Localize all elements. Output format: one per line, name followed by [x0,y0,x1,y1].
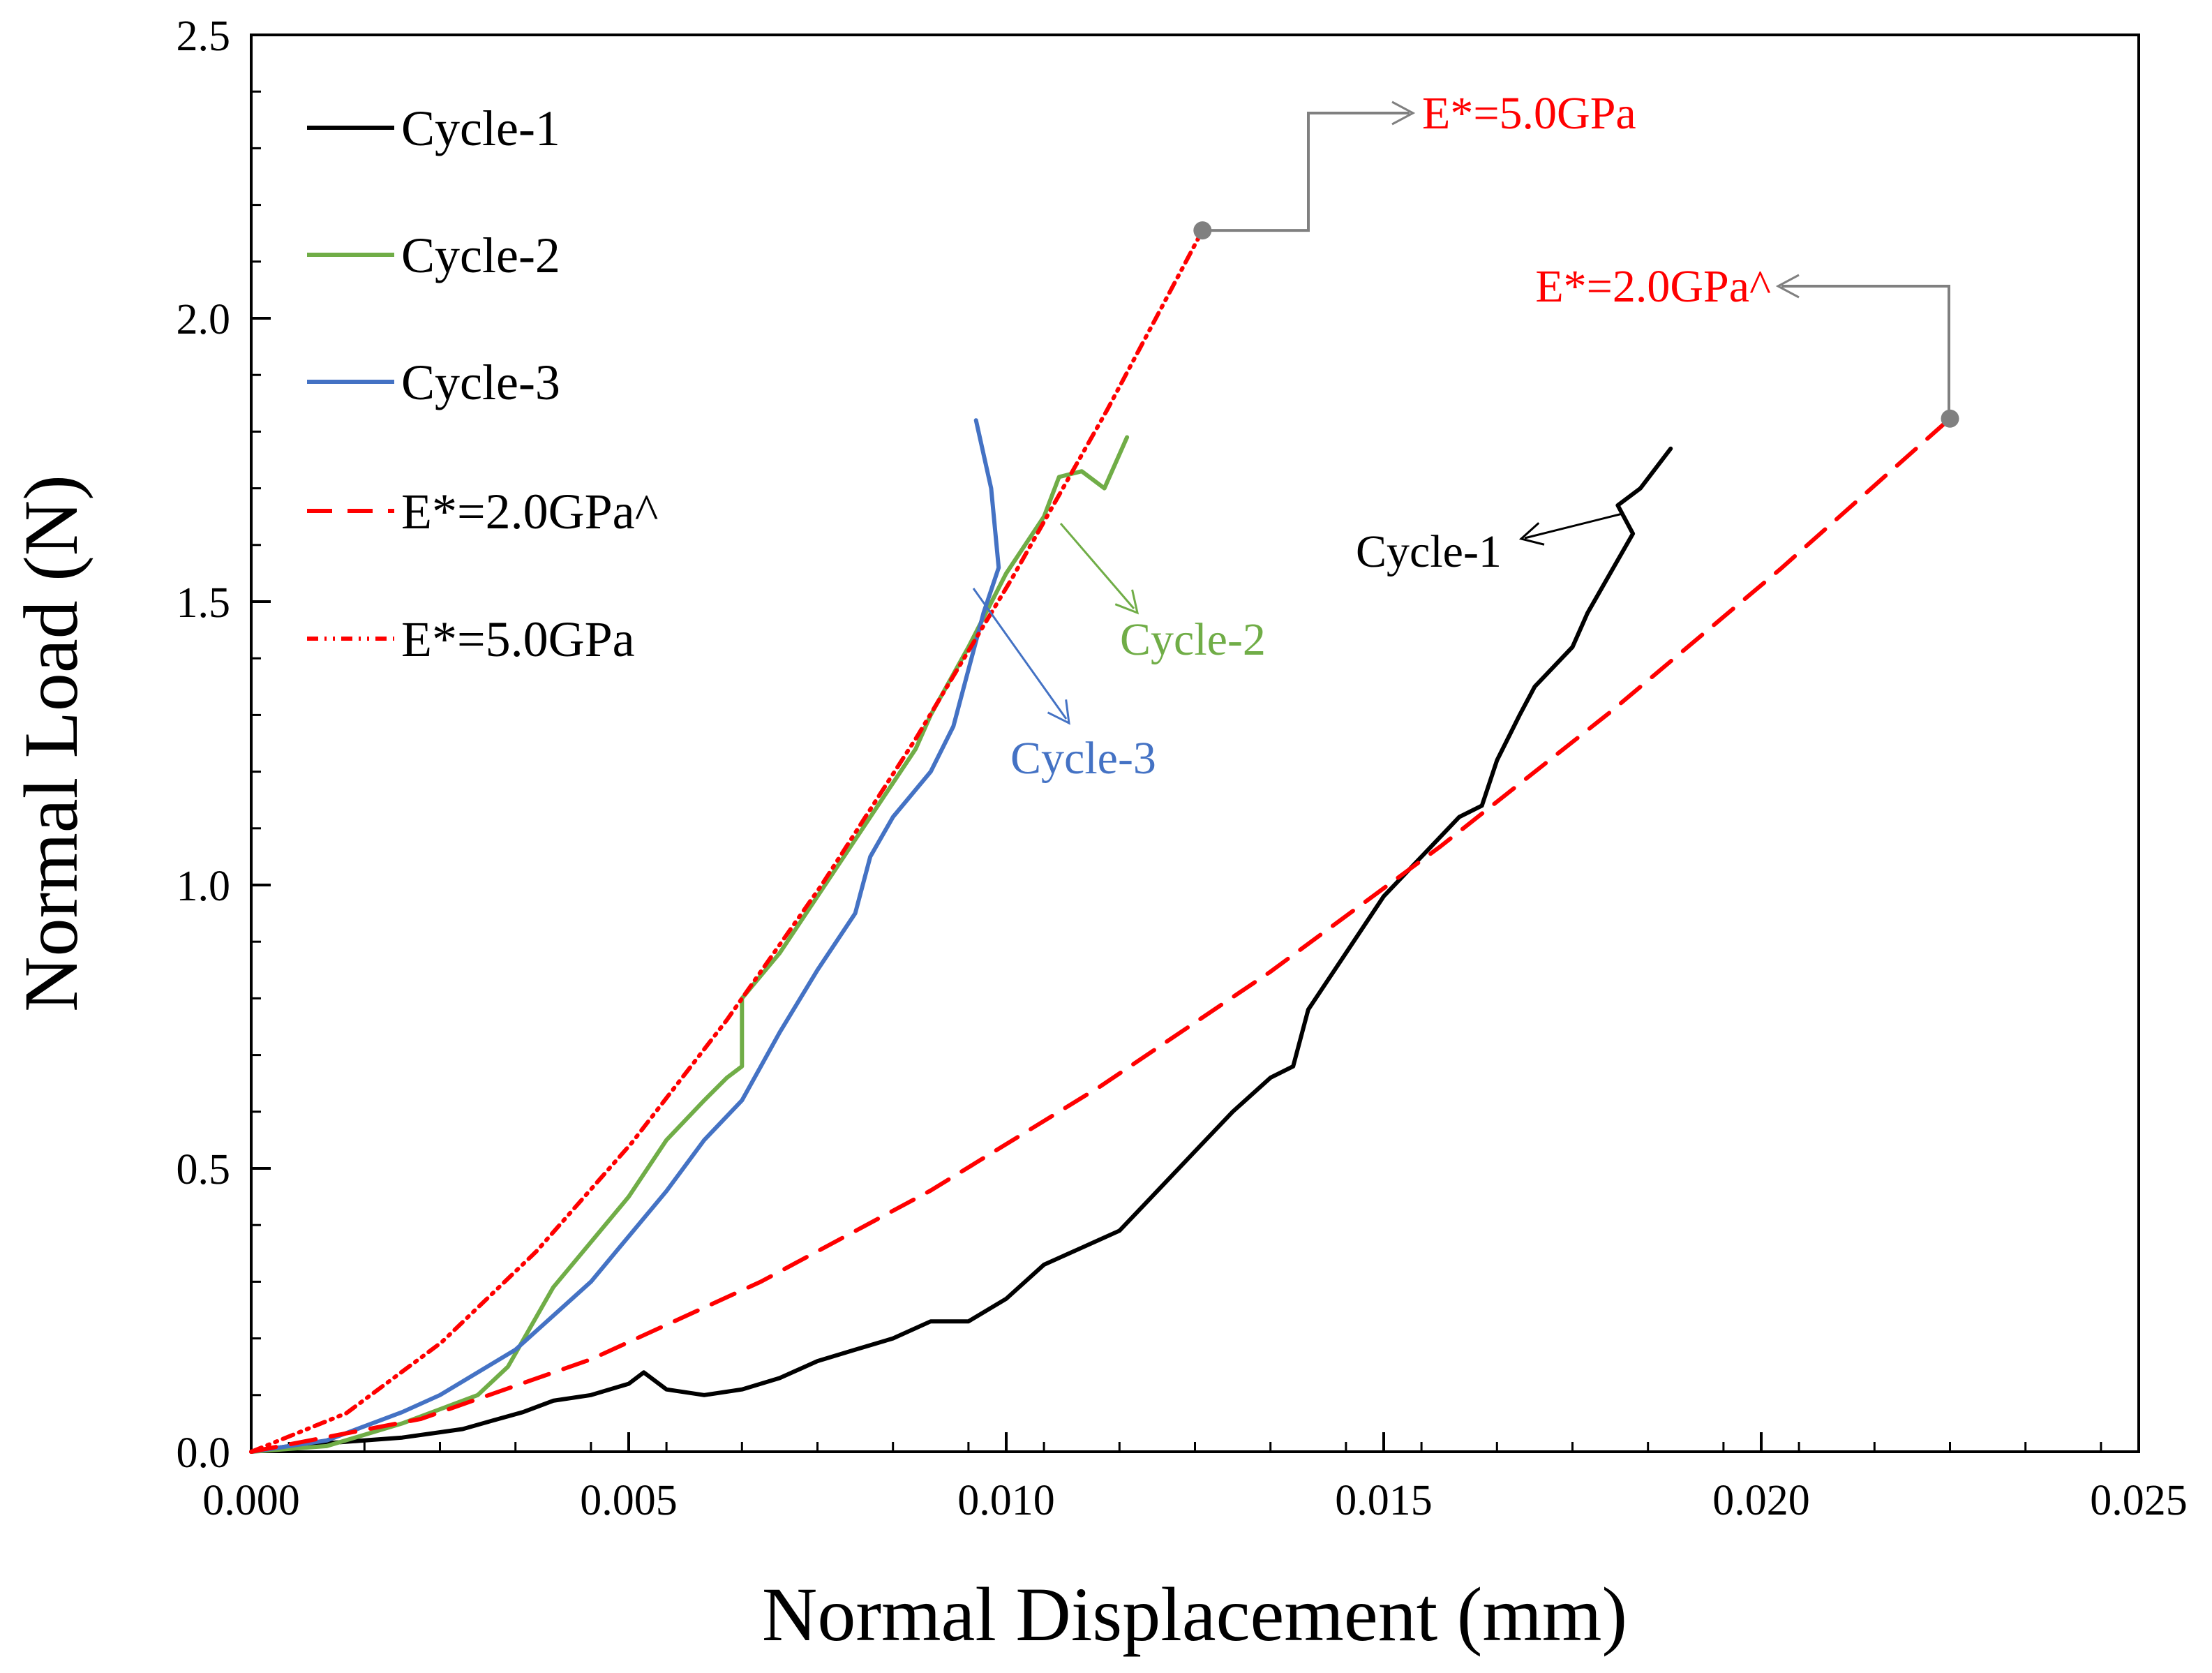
axis-ticks: 0.000 0.005 0.010 0.015 0.020 0.025 0.0 0.5 1.0 1… [177,13,2188,1524]
series-line-cycle-1 [249,446,1673,1454]
y-tick-label: 1.5 [177,579,231,627]
x-tick-label: 0.010 [957,1477,1055,1524]
legend-label-e-2-0gpa: E*=2.0GPa^ [401,484,658,540]
series-line-e-5-0gpa [249,228,1205,1454]
x-tick-label: 0.005 [580,1477,678,1524]
y-tick-label: 0.5 [177,1146,231,1194]
annotation-e2-arrowhead [1775,274,1800,299]
annotation-cycle-3-leader [972,588,1068,720]
x-axis-title: Normal Displacement (mm) [762,1572,1627,1657]
series-layer [249,228,1952,1454]
annotation-cycle-3-label: Cycle-3 [1010,733,1156,784]
annotations-layer: Cycle-1 Cycle-2 Cycle-3 E*=5.0GPa E*=2.0GPa^ [972,88,1959,784]
legend-label-cycle-1: Cycle-1 [401,101,560,156]
annotation-cycle-1-label: Cycle-1 [1356,526,1502,577]
annotation-cycle-2-leader [1059,523,1135,609]
series-line-e-2-0gpa [249,416,1952,1454]
x-tick-label: 0.020 [1712,1477,1810,1524]
annotation-cycle-1-arrowhead [1518,522,1545,546]
y-tick-label: 0.0 [177,1429,231,1477]
legend: Cycle-1 Cycle-2 Cycle-3 E*=2.0GPa^ E*=5.0GPa [307,101,658,667]
annotation-cycle-2-arrowhead [1114,589,1139,615]
x-tick-label: 0.000 [202,1477,300,1524]
y-axis-title: Normal Load (N) [8,475,94,1012]
y-tick-label: 1.0 [177,863,231,910]
annotation-e2-leader [1781,285,1950,420]
x-tick-label: 0.015 [1335,1477,1433,1524]
annotation-e5-leader [1202,112,1410,232]
series-line-cycle-3 [249,418,1001,1454]
annotation-cycle-1-leader [1524,512,1623,540]
y-tick-label: 2.0 [177,296,231,343]
annotation-e5-arrowhead [1391,101,1416,126]
legend-label-e-5-0gpa: E*=5.0GPa [401,611,635,667]
y-tick-label: 2.5 [177,13,231,60]
legend-label-cycle-2: Cycle-2 [401,228,560,283]
legend-label-cycle-3: Cycle-3 [401,355,560,410]
x-tick-label: 0.025 [2090,1477,2188,1524]
annotation-e5-label: E*=5.0GPa [1422,88,1636,139]
annotation-cycle-2-label: Cycle-2 [1120,614,1266,665]
annotation-cycle-3-arrowhead [1047,699,1070,725]
annotation-e2-label: E*=2.0GPa^ [1535,261,1771,312]
